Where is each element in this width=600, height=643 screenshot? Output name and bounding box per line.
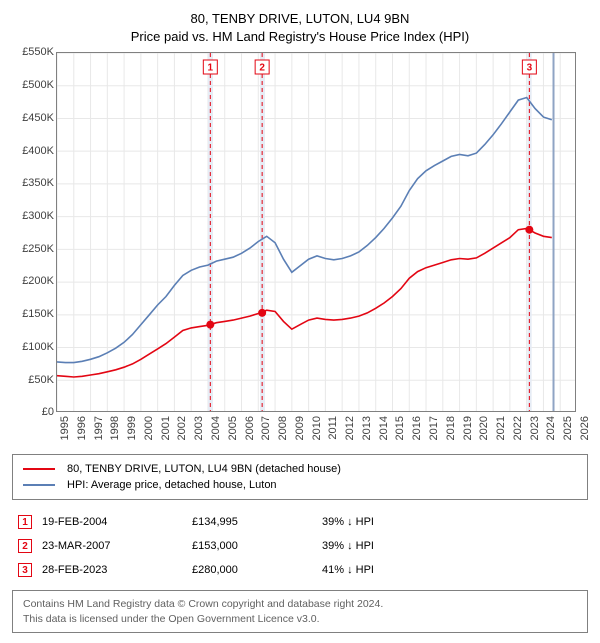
y-tick-label: £300K: [22, 210, 54, 222]
title-block: 80, TENBY DRIVE, LUTON, LU4 9BN Price pa…: [12, 10, 588, 46]
x-tick-label: 2013: [361, 416, 373, 440]
footer-line-2: This data is licensed under the Open Gov…: [23, 612, 577, 626]
x-tick-label: 2005: [227, 416, 239, 440]
title-subtitle: Price paid vs. HM Land Registry's House …: [12, 28, 588, 46]
x-tick-label: 2011: [327, 416, 339, 440]
x-tick-label: 2025: [562, 416, 574, 440]
legend-row: HPI: Average price, detached house, Luto…: [23, 477, 577, 493]
y-tick-label: £350K: [22, 177, 54, 189]
chart-plot: 1 2 3: [56, 52, 576, 412]
sale-diff: 41% ↓ HPI: [322, 564, 588, 576]
footer: Contains HM Land Registry data © Crown c…: [12, 590, 588, 632]
x-tick-label: 2020: [478, 416, 490, 440]
legend-swatch: [23, 484, 55, 486]
sale-price: £134,995: [192, 516, 322, 528]
sale-price: £153,000: [192, 540, 322, 552]
sale-row: 3 28-FEB-2023£280,00041% ↓ HPI: [12, 558, 588, 582]
x-tick-label: 2022: [512, 416, 524, 440]
svg-text:1: 1: [208, 63, 214, 74]
sale-date: 23-MAR-2007: [42, 540, 192, 552]
x-tick-label: 2003: [193, 416, 205, 440]
sale-diff: 39% ↓ HPI: [322, 540, 588, 552]
x-tick-label: 2016: [411, 416, 423, 440]
x-tick-label: 2014: [378, 416, 390, 440]
y-tick-label: £50K: [28, 374, 54, 386]
x-tick-label: 2004: [210, 416, 222, 440]
sale-price: £280,000: [192, 564, 322, 576]
chart-container: 80, TENBY DRIVE, LUTON, LU4 9BN Price pa…: [0, 0, 600, 643]
y-tick-label: £400K: [22, 145, 54, 157]
sale-row: 1 19-FEB-2004£134,99539% ↓ HPI: [12, 510, 588, 534]
sale-date: 28-FEB-2023: [42, 564, 192, 576]
x-axis-labels: 1995 1996 1997 1998 1999 2000 2001 2002 2003 2004…: [56, 414, 576, 454]
y-tick-label: £200K: [22, 275, 54, 287]
sale-row: 2 23-MAR-2007£153,00039% ↓ HPI: [12, 534, 588, 558]
x-tick-label: 2021: [495, 416, 507, 440]
x-tick-label: 2010: [311, 416, 323, 440]
y-tick-label: £500K: [22, 79, 54, 91]
x-tick-label: 1995: [59, 416, 71, 440]
legend-label: HPI: Average price, detached house, Luto…: [67, 479, 277, 491]
legend-label: 80, TENBY DRIVE, LUTON, LU4 9BN (detache…: [67, 463, 341, 475]
legend-row: 80, TENBY DRIVE, LUTON, LU4 9BN (detache…: [23, 461, 577, 477]
y-tick-label: £100K: [22, 341, 54, 353]
footer-line-1: Contains HM Land Registry data © Crown c…: [23, 597, 577, 611]
x-tick-label: 1997: [93, 416, 105, 440]
sales-table: 1 19-FEB-2004£134,99539% ↓ HPI 2 23-MAR-200…: [12, 510, 588, 582]
x-tick-label: 2008: [277, 416, 289, 440]
x-tick-label: 2019: [462, 416, 474, 440]
y-axis-labels: £0£50K£100K£150K£200K£250K£300K£350K£400…: [12, 52, 56, 412]
x-tick-label: 1998: [109, 416, 121, 440]
x-tick-label: 2006: [244, 416, 256, 440]
y-tick-label: £150K: [22, 308, 54, 320]
x-tick-label: 2002: [176, 416, 188, 440]
sale-marker: 1: [18, 515, 32, 529]
x-tick-label: 2012: [344, 416, 356, 440]
y-tick-label: £0: [42, 406, 54, 418]
sale-marker: 3: [18, 563, 32, 577]
x-tick-label: 2007: [260, 416, 272, 440]
sale-diff: 39% ↓ HPI: [322, 516, 588, 528]
x-tick-label: 2017: [428, 416, 440, 440]
sale-date: 19-FEB-2004: [42, 516, 192, 528]
legend: 80, TENBY DRIVE, LUTON, LU4 9BN (detache…: [12, 454, 588, 500]
y-tick-label: £250K: [22, 243, 54, 255]
x-tick-label: 2024: [545, 416, 557, 440]
x-tick-label: 2023: [529, 416, 541, 440]
y-tick-label: £450K: [22, 112, 54, 124]
x-tick-label: 1999: [126, 416, 138, 440]
y-tick-label: £550K: [22, 46, 54, 58]
svg-text:3: 3: [527, 63, 533, 74]
x-tick-label: 2001: [160, 416, 172, 440]
legend-swatch: [23, 468, 55, 470]
x-tick-label: 1996: [76, 416, 88, 440]
below-chart: 80, TENBY DRIVE, LUTON, LU4 9BN (detache…: [12, 454, 588, 632]
svg-text:2: 2: [259, 63, 265, 74]
sale-marker: 2: [18, 539, 32, 553]
x-tick-label: 2026: [579, 416, 591, 440]
title-address: 80, TENBY DRIVE, LUTON, LU4 9BN: [12, 10, 588, 28]
x-tick-label: 2009: [294, 416, 306, 440]
x-tick-label: 2015: [394, 416, 406, 440]
x-tick-label: 2018: [445, 416, 457, 440]
x-tick-label: 2000: [143, 416, 155, 440]
